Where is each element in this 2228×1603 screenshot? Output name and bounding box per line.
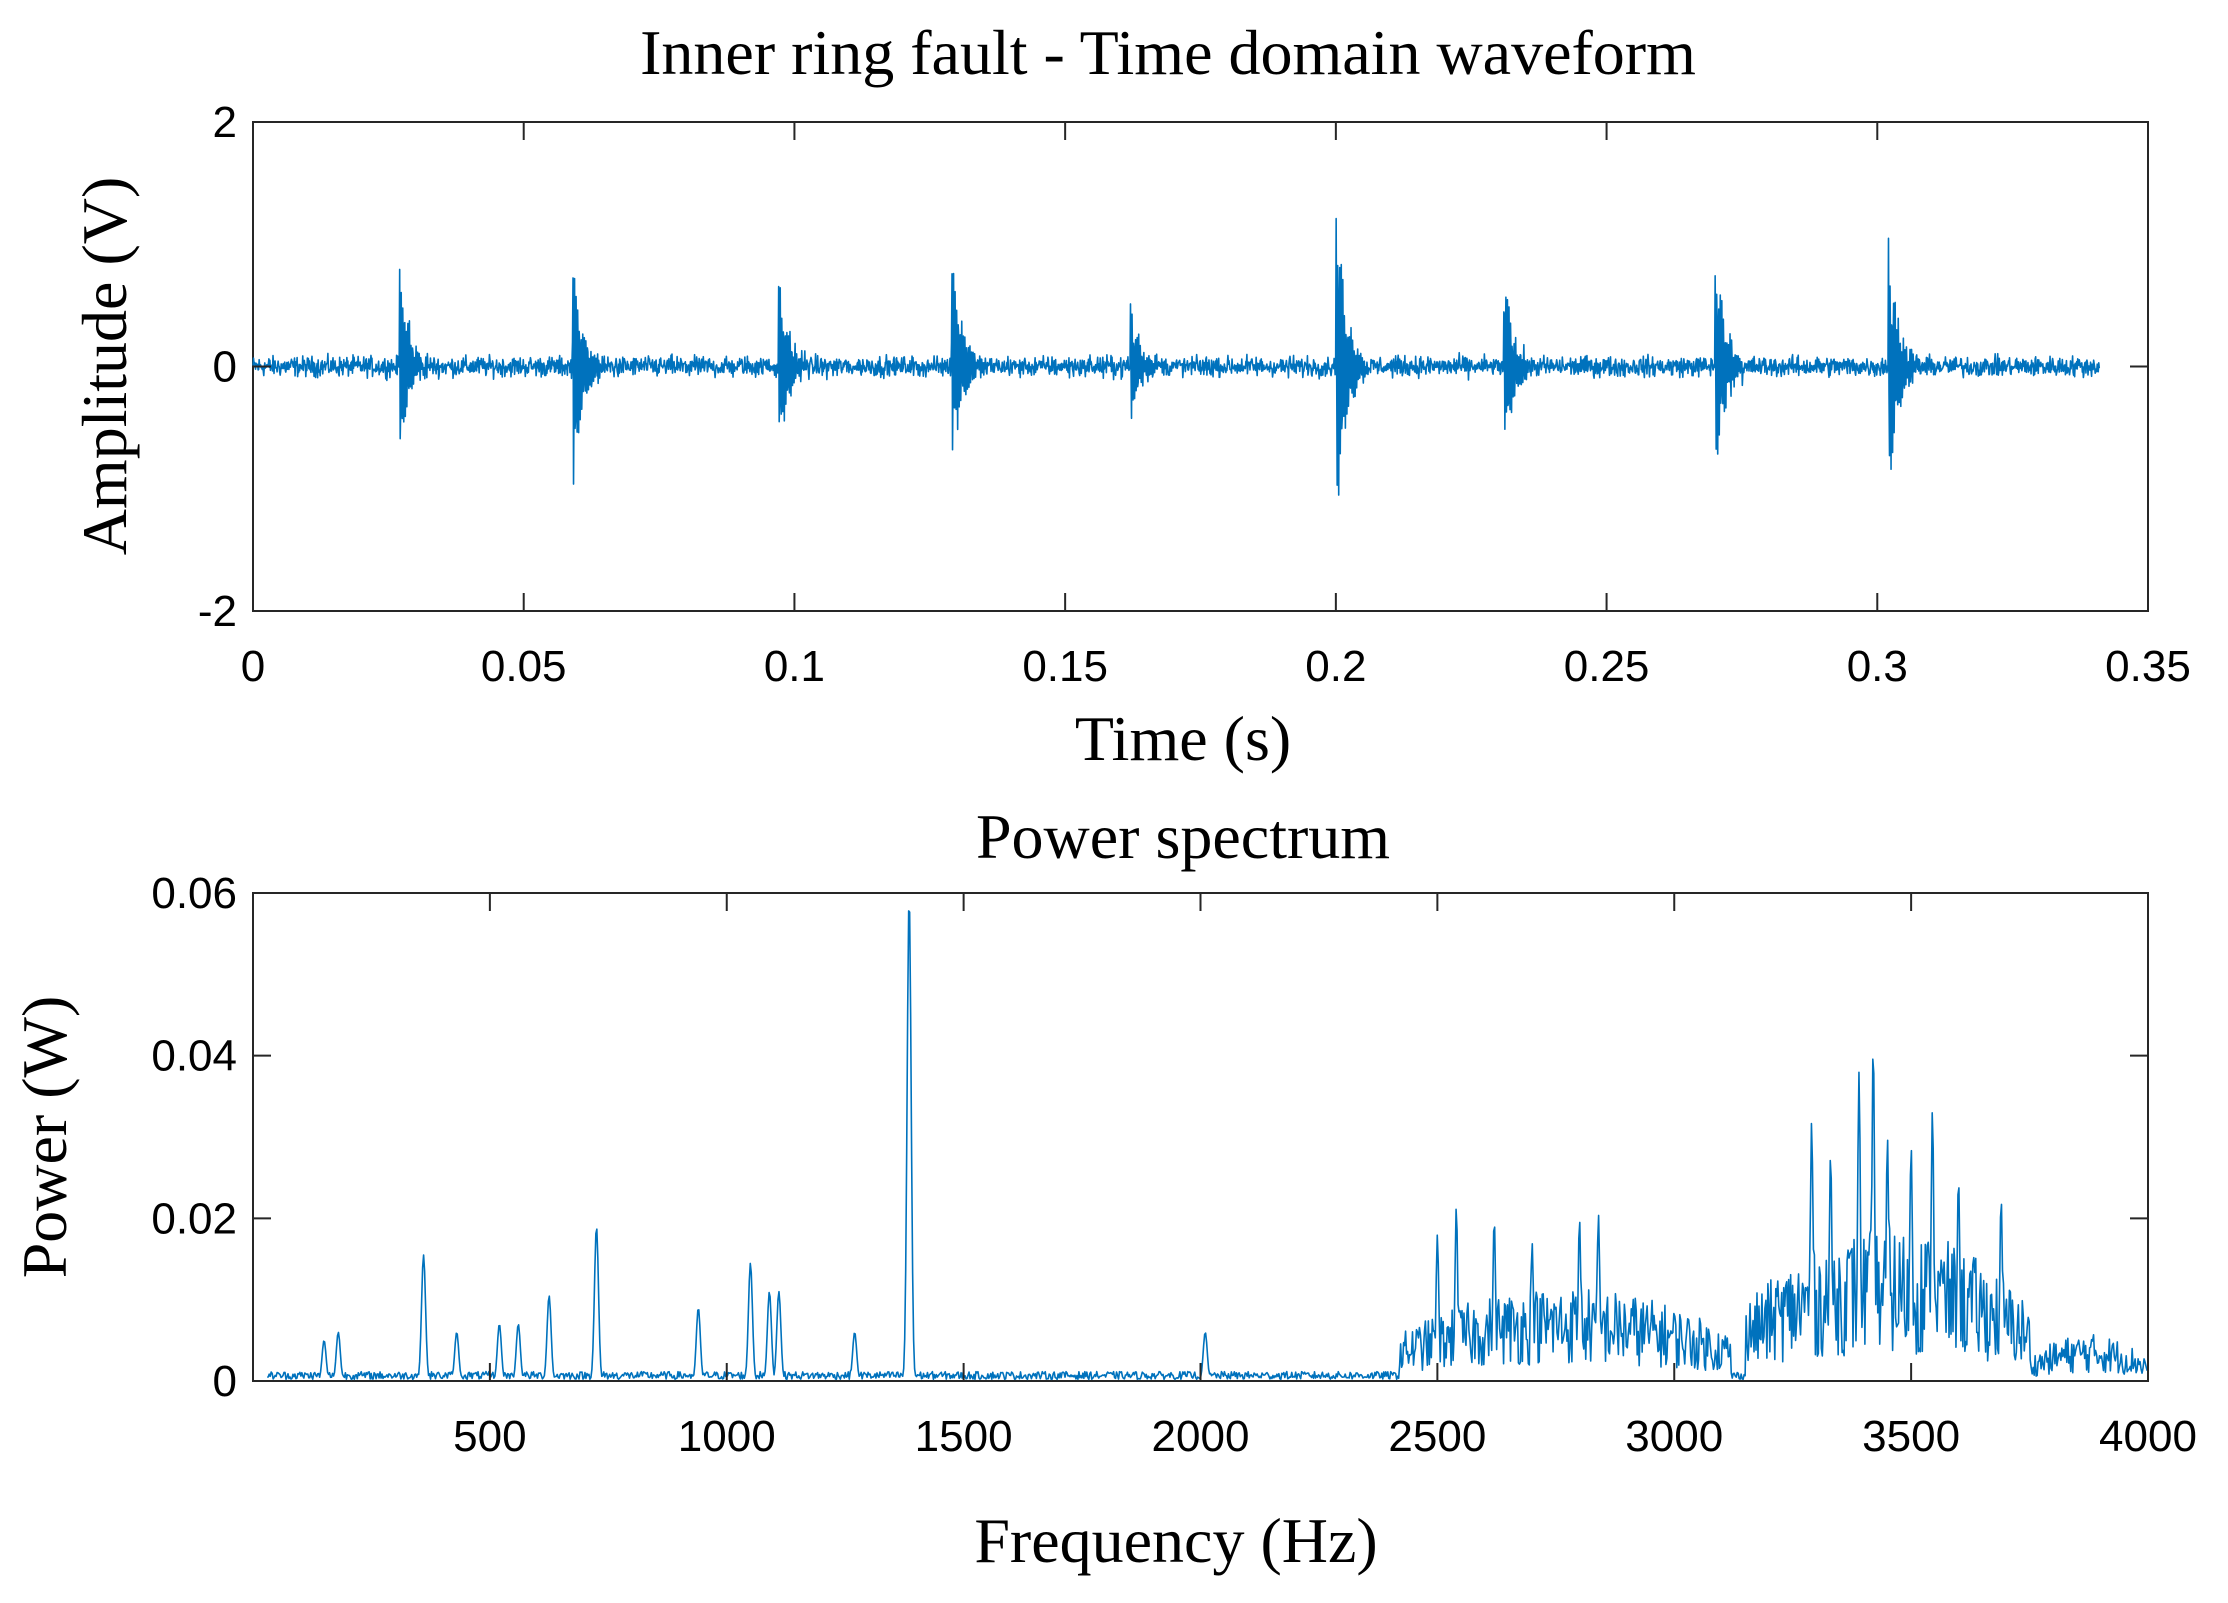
time-x-tick-label: 0.3 <box>1847 642 1908 691</box>
time-x-tick-label: 0.35 <box>2105 642 2191 691</box>
time-y-tick-label: 2 <box>213 98 237 147</box>
power-x-axis-label: Frequency (Hz) <box>974 1505 1377 1576</box>
time-y-axis-label: Amplitude (V) <box>69 177 140 556</box>
time-ticks: 0 0.05 0.1 0.15 0.2 0.25 0.3 0.35-202 <box>198 98 2191 691</box>
time-x-tick-label: 0.15 <box>1022 642 1108 691</box>
time-x-tick-label: 0.2 <box>1305 642 1366 691</box>
time-x-tick-label: 0 <box>241 642 265 691</box>
time-x-tick-label: 0.1 <box>764 642 825 691</box>
power-x-tick-label: 1500 <box>915 1412 1013 1461</box>
time-series-line <box>252 217 2101 496</box>
power-x-tick-label: 3000 <box>1625 1412 1723 1461</box>
time-x-tick-label: 0.25 <box>1564 642 1650 691</box>
power-x-tick-label: 4000 <box>2099 1412 2197 1461</box>
power-y-axis-label: Power (W) <box>9 996 80 1279</box>
time-waveform-chart: Inner ring fault - Time domain waveform … <box>69 17 2191 774</box>
power-y-tick-label: 0 <box>213 1357 237 1406</box>
power-y-tick-label: 0.02 <box>151 1194 237 1243</box>
time-x-tick-label: 0.05 <box>481 642 567 691</box>
power-x-tick-label: 3500 <box>1862 1412 1960 1461</box>
power-chart-title: Power spectrum <box>976 801 1390 872</box>
power-x-tick-label: 1000 <box>678 1412 776 1461</box>
time-chart-title: Inner ring fault - Time domain waveform <box>640 17 1696 88</box>
time-y-tick-label: -2 <box>198 587 237 636</box>
power-x-tick-label: 500 <box>453 1412 526 1461</box>
time-y-tick-label: 0 <box>213 343 237 392</box>
power-x-tick-label: 2000 <box>1152 1412 1250 1461</box>
power-ticks: 500 1000 1500 2000 2500 3000 3500 4000 0 0.02 0.04… <box>151 869 2197 1461</box>
power-series-line <box>267 910 2149 1381</box>
power-y-tick-label: 0.06 <box>151 869 237 918</box>
power-spectrum-chart: Power spectrum 500 1000 1500 2000 2500 3000 35… <box>9 801 2197 1576</box>
power-x-tick-label: 2500 <box>1388 1412 1486 1461</box>
power-y-tick-label: 0.04 <box>151 1032 237 1081</box>
time-x-axis-label: Time (s) <box>1075 703 1291 774</box>
